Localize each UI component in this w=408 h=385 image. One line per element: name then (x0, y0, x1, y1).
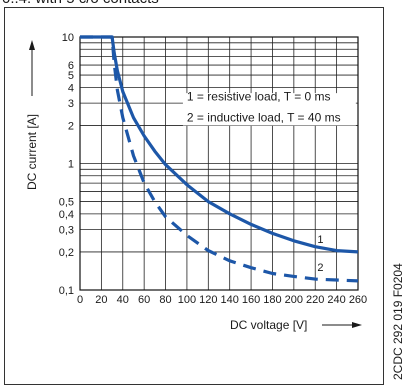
x-tick-label: 260 (349, 294, 367, 306)
legend-background (182, 93, 356, 126)
y-axis-arrowhead-icon (29, 40, 35, 50)
x-tick-label: 160 (242, 294, 260, 306)
y-tick-label: 0,5 (59, 197, 74, 209)
x-tick-label: 200 (285, 294, 303, 306)
series-label-1: 1 (317, 234, 323, 246)
x-tick-label: 240 (327, 294, 345, 306)
y-tick-label: 0,2 (59, 247, 74, 259)
series (80, 35, 359, 283)
plot-border (79, 36, 359, 291)
series-2-line (80, 35, 359, 283)
y-tick-label: 0,1 (59, 285, 74, 297)
x-tick-label: 60 (138, 294, 150, 306)
x-tick-label: 80 (159, 294, 171, 306)
series-1-line (80, 35, 359, 254)
x-tick-label: 20 (95, 294, 107, 306)
y-axis-title: DC current [A] (25, 114, 39, 190)
y-tick-label: 1 (68, 159, 74, 171)
x-axis-arrowhead-icon (352, 322, 362, 328)
x-tick-label: 40 (117, 294, 129, 306)
legend-entry-1: 1 = resistive load, T = 0 ms (187, 89, 331, 103)
grid (80, 37, 358, 290)
y-tick-label: 4 (68, 82, 74, 94)
y-tick-label: 0,4 (59, 209, 74, 221)
x-tick-label: 180 (263, 294, 281, 306)
x-tick-label: 0 (77, 294, 83, 306)
tick-labels: 0 20 40 60 80 100 120 140 160 180 200 220 240 2600,10… (59, 32, 367, 306)
legend-entry-2: 2 = inductive load, T = 40 ms (187, 110, 341, 124)
x-tick-label: 100 (178, 294, 196, 306)
page-heading: 0..4: with 5 c/o contacts (0, 0, 408, 9)
y-tick-label: 5 (68, 70, 74, 82)
y-tick-label: 2 (68, 120, 74, 132)
x-tick-label: 220 (306, 294, 324, 306)
y-tick-label: 6 (68, 60, 74, 72)
y-tick-label: 3 (68, 98, 74, 110)
x-axis-title: DC voltage [V] (230, 318, 307, 332)
y-tick-label: 10 (62, 32, 74, 44)
figure-code: 2CDC 292 019 F0204 (391, 263, 405, 380)
y-tick-label: 0,3 (59, 225, 74, 237)
x-tick-label: 120 (199, 294, 217, 306)
axes (79, 36, 359, 291)
x-tick-label: 140 (221, 294, 239, 306)
series-label-2: 2 (317, 262, 323, 274)
